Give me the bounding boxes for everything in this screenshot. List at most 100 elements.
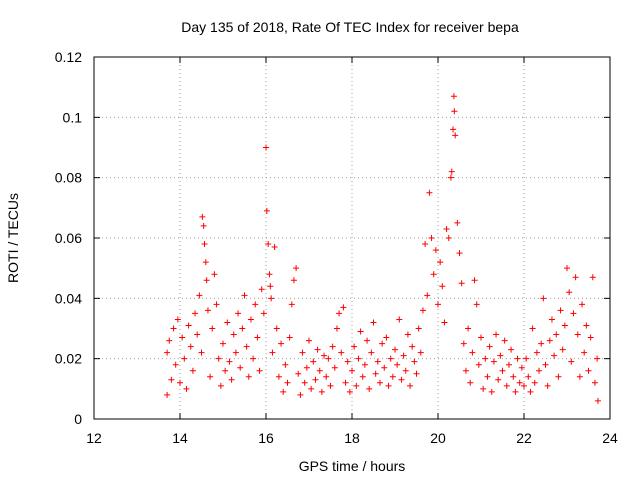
data-point bbox=[202, 259, 209, 266]
x-tick-label: 16 bbox=[258, 430, 274, 446]
data-point bbox=[439, 283, 446, 290]
data-point bbox=[333, 325, 340, 332]
data-point bbox=[241, 292, 248, 299]
data-point bbox=[445, 235, 452, 241]
data-point bbox=[469, 349, 476, 356]
data-point bbox=[460, 340, 467, 347]
data-point bbox=[548, 316, 555, 323]
data-point bbox=[389, 373, 396, 380]
y-axis-label: ROTI / TECUs bbox=[5, 193, 21, 283]
data-point bbox=[437, 259, 444, 266]
data-point bbox=[286, 334, 293, 341]
data-point bbox=[488, 388, 495, 395]
data-point bbox=[355, 355, 362, 362]
data-point bbox=[323, 373, 330, 380]
x-tick-label: 22 bbox=[516, 430, 532, 446]
data-point bbox=[407, 382, 414, 389]
data-point bbox=[529, 325, 536, 332]
data-point bbox=[256, 367, 263, 374]
data-point bbox=[312, 376, 319, 383]
data-point bbox=[327, 382, 334, 389]
data-point bbox=[533, 349, 540, 356]
data-point bbox=[217, 382, 224, 389]
data-point bbox=[230, 331, 237, 338]
data-point bbox=[579, 301, 586, 308]
data-point bbox=[392, 346, 398, 353]
data-point bbox=[183, 385, 190, 392]
data-point bbox=[308, 385, 315, 392]
data-point bbox=[263, 144, 269, 151]
data-point bbox=[357, 328, 364, 335]
data-point bbox=[467, 379, 474, 386]
data-point bbox=[207, 373, 214, 380]
data-point bbox=[331, 364, 338, 371]
data-point bbox=[585, 367, 592, 374]
data-point bbox=[224, 319, 231, 326]
data-point bbox=[566, 289, 573, 296]
data-point bbox=[310, 358, 317, 365]
data-point bbox=[196, 292, 203, 299]
data-point bbox=[510, 373, 517, 380]
data-point bbox=[594, 397, 601, 404]
data-point bbox=[263, 207, 270, 214]
data-point bbox=[252, 301, 259, 308]
y-tick-label: 0.06 bbox=[55, 230, 82, 246]
data-point bbox=[215, 355, 222, 362]
data-point bbox=[527, 388, 534, 395]
data-point bbox=[536, 367, 543, 374]
y-axis-ticks: 0 0.02 0.04 0.06 0.08 0.1 0.12 bbox=[55, 49, 610, 427]
data-point bbox=[544, 382, 551, 389]
data-point bbox=[452, 132, 459, 139]
data-point bbox=[482, 355, 489, 362]
data-point bbox=[490, 358, 497, 365]
data-point bbox=[179, 334, 186, 341]
data-point bbox=[441, 319, 448, 326]
data-point bbox=[303, 364, 310, 371]
data-point bbox=[587, 334, 594, 341]
data-point bbox=[273, 325, 280, 332]
data-point bbox=[381, 364, 388, 371]
data-point bbox=[204, 307, 211, 314]
data-point bbox=[572, 274, 579, 281]
data-point bbox=[198, 349, 205, 356]
data-point bbox=[379, 340, 386, 347]
data-point bbox=[170, 325, 177, 332]
data-point bbox=[383, 334, 390, 341]
y-tick-label: 0.02 bbox=[55, 351, 82, 367]
data-point bbox=[512, 388, 519, 395]
data-point bbox=[497, 352, 504, 359]
y-tick-label: 0.08 bbox=[55, 170, 82, 186]
data-point bbox=[551, 352, 558, 359]
data-point bbox=[306, 337, 312, 344]
data-point bbox=[471, 277, 478, 284]
data-point bbox=[402, 367, 409, 374]
data-point bbox=[201, 241, 208, 248]
data-point bbox=[576, 373, 583, 380]
x-axis-ticks: 12 14 16 18 20 22 24 bbox=[86, 57, 618, 446]
y-tick-label: 0.12 bbox=[55, 49, 82, 65]
data-point bbox=[226, 358, 233, 365]
data-point bbox=[344, 358, 351, 365]
data-point bbox=[342, 379, 349, 386]
data-point bbox=[338, 349, 345, 356]
data-point bbox=[462, 367, 469, 374]
data-point bbox=[486, 343, 493, 350]
data-point bbox=[174, 316, 181, 323]
data-point bbox=[422, 241, 429, 248]
data-point bbox=[351, 343, 358, 350]
y-tick-label: 0.1 bbox=[63, 109, 83, 125]
data-point bbox=[514, 355, 521, 362]
data-point bbox=[450, 126, 457, 133]
data-point bbox=[435, 301, 441, 308]
data-point bbox=[540, 295, 547, 302]
data-point bbox=[166, 337, 173, 344]
data-point bbox=[495, 376, 502, 383]
data-point bbox=[484, 373, 491, 380]
data-point bbox=[404, 331, 411, 338]
data-point bbox=[376, 379, 383, 386]
data-point bbox=[353, 382, 360, 389]
data-point bbox=[419, 307, 426, 314]
data-point bbox=[361, 361, 368, 368]
data-point bbox=[516, 379, 523, 386]
